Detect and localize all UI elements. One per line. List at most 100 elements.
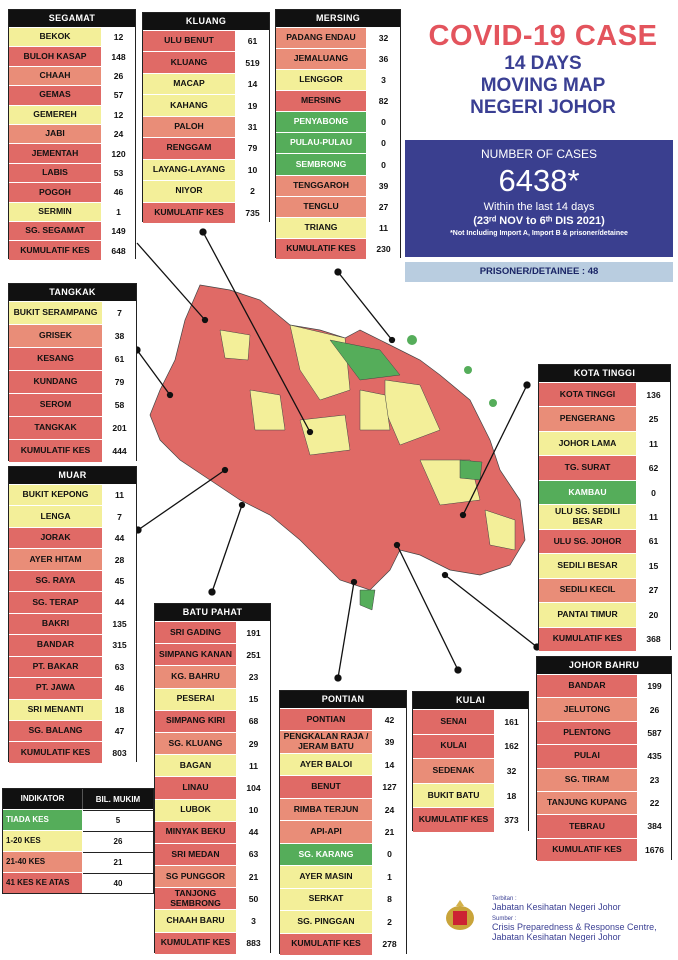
table-row: SRI MEDAN 63 [155,842,270,866]
mukim-name: PULAU-PULAU [276,133,367,154]
mukim-name: SG. RAYA [9,570,103,592]
mukim-cases: 25 [637,407,670,431]
mukim-name: SG. SEGAMAT [9,222,102,241]
mukim-cases: 44 [103,592,136,613]
mukim-cases: 10 [236,159,269,181]
mukim-cases: 162 [495,734,528,759]
footer-source-2: Jabatan Kesihatan Negeri Johor [492,932,621,942]
mukim-cases: 201 [103,417,136,439]
table-row: LAYANG-LAYANG 10 [143,158,269,181]
mukim-name: JABI [9,125,102,144]
footer-source-1: Crisis Preparedness & Response Centre, [492,922,657,932]
mukim-cases: 68 [237,710,270,732]
mukim-cases: 3 [237,910,270,932]
mukim-name: BUKIT BATU [413,783,495,808]
table-row: BAKRI 135 [9,612,136,635]
mukim-cases: 19 [236,95,269,116]
table-row: TEBRAU 384 [537,814,671,838]
mukim-cases: 50 [237,888,270,910]
mukim-cases: 161 [495,710,528,734]
mukim-cases: 45 [103,570,136,592]
total-value: 735 [236,202,269,223]
mukim-name: KAHANG [143,95,236,116]
panel-batupahat: BATU PAHAT SRI GADING 191 SIMPANG KANAN 251 K… [154,603,271,954]
table-row: ULU SG. SEDILI BESAR 11 [539,504,670,529]
mukim-cases: 148 [102,47,135,66]
mukim-cases: 315 [103,635,136,656]
district-title: MUAR [9,467,136,484]
title-state: NEGERI JOHOR [470,97,616,118]
table-row: BANDAR 315 [9,634,136,656]
mukim-cases: 18 [103,699,136,720]
mukim-cases: 587 [638,721,671,745]
title-days: 14 DAYS [504,53,582,74]
legend-row: 21-40 KES 21 [3,851,153,872]
total-label: KUMULATIF KES [539,627,637,651]
mukim-name: MACAP [143,73,236,95]
mukim-name: TENGLU [276,196,367,217]
table-row: SG. KLUANG 29 [155,731,270,755]
table-row: PANTAI TIMUR 20 [539,602,670,627]
table-row: BAGAN 11 [155,754,270,777]
table-row: TANJONG SEMBRONG 50 [155,887,270,910]
mukim-cases: 24 [373,798,406,821]
mukim-name: PLENTONG [537,721,638,745]
total-row: KUMULATIF KES 735 [143,201,269,223]
table-row: PT. JAWA 46 [9,677,136,699]
table-row: JORAK 44 [9,526,136,549]
mukim-cases: 0 [637,480,670,505]
total-value: 648 [102,241,135,260]
mukim-cases: 23 [237,666,270,688]
mukim-name: GEMEREH [9,105,102,125]
table-row: PT. BAKAR 63 [9,655,136,678]
mukim-name: JORAK [9,527,103,549]
table-row: SEDENAK 32 [413,758,528,783]
mukim-name: JOHOR LAMA [539,431,637,456]
mukim-name: AYER MASIN [280,866,373,888]
table-row: BEKOK 12 [9,27,135,47]
mukim-cases: 46 [102,183,135,202]
panel-segamat: SEGAMAT BEKOK 12 BULOH KASAP 148 CHAAH 26 GEMAS… [8,9,136,260]
total-row: KUMULATIF KES 803 [9,741,136,763]
mukim-cases: 27 [637,578,670,603]
mukim-name: SERMIN [9,202,102,222]
table-row: PALOH 31 [143,115,269,138]
mukim-name: SENAI [413,710,495,734]
mukim-name: AYER BALOI [280,753,373,776]
mukim-name: KUNDANG [9,371,103,393]
mukim-name: SG. KLUANG [155,732,237,755]
mukim-name: POGOH [9,183,102,202]
mukim-cases: 149 [102,222,135,241]
mukim-cases: 7 [103,506,136,527]
legend-count: 26 [83,831,153,851]
table-row: LABIS 53 [9,162,135,183]
total-label: KUMULATIF KES [9,241,102,260]
mukim-cases: 8 [373,888,406,911]
mukim-name: SERKAT [280,888,373,911]
mukim-cases: 1 [373,866,406,888]
mukim-name: RIMBA TERJUN [280,798,373,821]
table-row: BANDAR 199 [537,674,671,698]
district-title: KOTA TINGGI [539,365,670,382]
mukim-name: SG. KARANG [280,843,373,866]
mukim-cases: 1 [102,202,135,222]
panel-pontian: PONTIAN PONTIAN 42 PENGKALAN RAJA / JERAM B… [279,690,407,955]
mukim-name: SEDENAK [413,759,495,783]
mukim-name: GEMAS [9,86,102,105]
mukim-cases: 11 [237,755,270,777]
total-row: KUMULATIF KES 278 [280,932,406,955]
mukim-name: TANJUNG KUPANG [537,791,638,815]
mukim-name: PONTIAN [280,709,373,731]
panel-kotatinggi: KOTA TINGGI KOTA TINGGI 136 PENGERANG 25 JOHO… [538,364,671,651]
mukim-cases: 20 [637,603,670,627]
table-row: JEMALUANG 36 [276,48,400,70]
title-block: COVID-19 CASE 14 DAYS MOVING MAP NEGERI … [410,20,676,119]
mukim-cases: 120 [102,144,135,163]
table-row: KESANG 61 [9,347,136,370]
mukim-name: SIMPANG KANAN [155,644,237,666]
mukim-name: PADANG ENDAU [276,28,367,49]
table-row: TENGLU 27 [276,195,400,217]
mukim-name: RENGGAM [143,138,236,159]
mukim-name: LABIS [9,163,102,183]
table-row: ULU BENUT 61 [143,30,269,52]
